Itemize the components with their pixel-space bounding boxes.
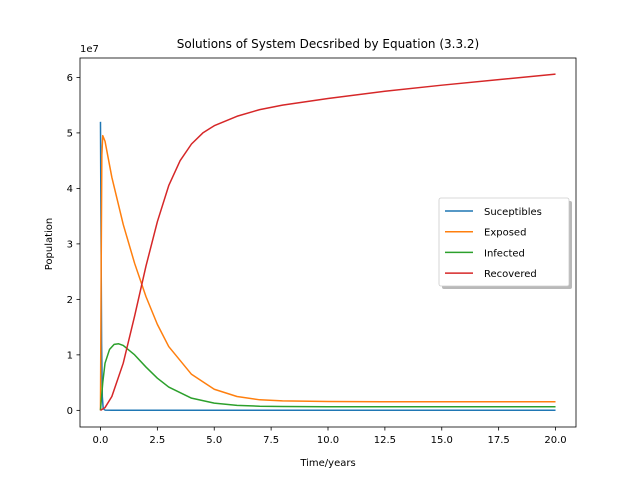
series-line-infected	[99, 343, 556, 411]
x-tick-label: 12.5	[374, 435, 396, 446]
x-tick-label: 10.0	[317, 435, 339, 446]
y-tick-label: 5	[67, 128, 73, 139]
legend-box	[438, 197, 570, 287]
legend: Suceptibles Exposed Infected Recovered	[438, 197, 572, 289]
x-tick-label: 7.5	[263, 435, 279, 446]
series-line-recovered	[100, 73, 556, 411]
x-tick-label: 0.0	[93, 435, 109, 446]
x-tick-label: 20.0	[544, 435, 566, 446]
series-line-exposed	[99, 134, 556, 411]
y-offset-label: 1e7	[80, 44, 99, 55]
y-tick-label: 2	[67, 295, 73, 306]
y-tick-label: 6	[67, 73, 73, 84]
chart-title: Solutions of System Decsribed by Equatio…	[177, 37, 479, 51]
y-tick-label: 4	[67, 184, 73, 195]
legend-label-exposed: Exposed	[484, 228, 526, 239]
y-axis-label: Population	[44, 218, 55, 271]
legend-label-suceptibles: Suceptibles	[484, 207, 542, 218]
x-axis-label: Time/years	[299, 458, 355, 469]
plot-area: 0.0 2.5 5.0 7.5 10.0 12.5 15.0 17.5 20.0 0 1 2 3 4 5 6	[67, 57, 577, 446]
y-tick-label: 0	[67, 406, 73, 417]
legend-label-infected: Infected	[484, 248, 525, 259]
legend-label-recovered: Recovered	[484, 269, 537, 280]
x-tick-label: 5.0	[206, 435, 222, 446]
x-tick-label: 2.5	[149, 435, 165, 446]
x-tick-label: 15.0	[431, 435, 453, 446]
x-tick-label: 17.5	[488, 435, 510, 446]
y-tick-label: 3	[67, 239, 73, 250]
y-tick-label: 1	[67, 350, 73, 361]
series-line-suceptibles	[99, 121, 556, 412]
